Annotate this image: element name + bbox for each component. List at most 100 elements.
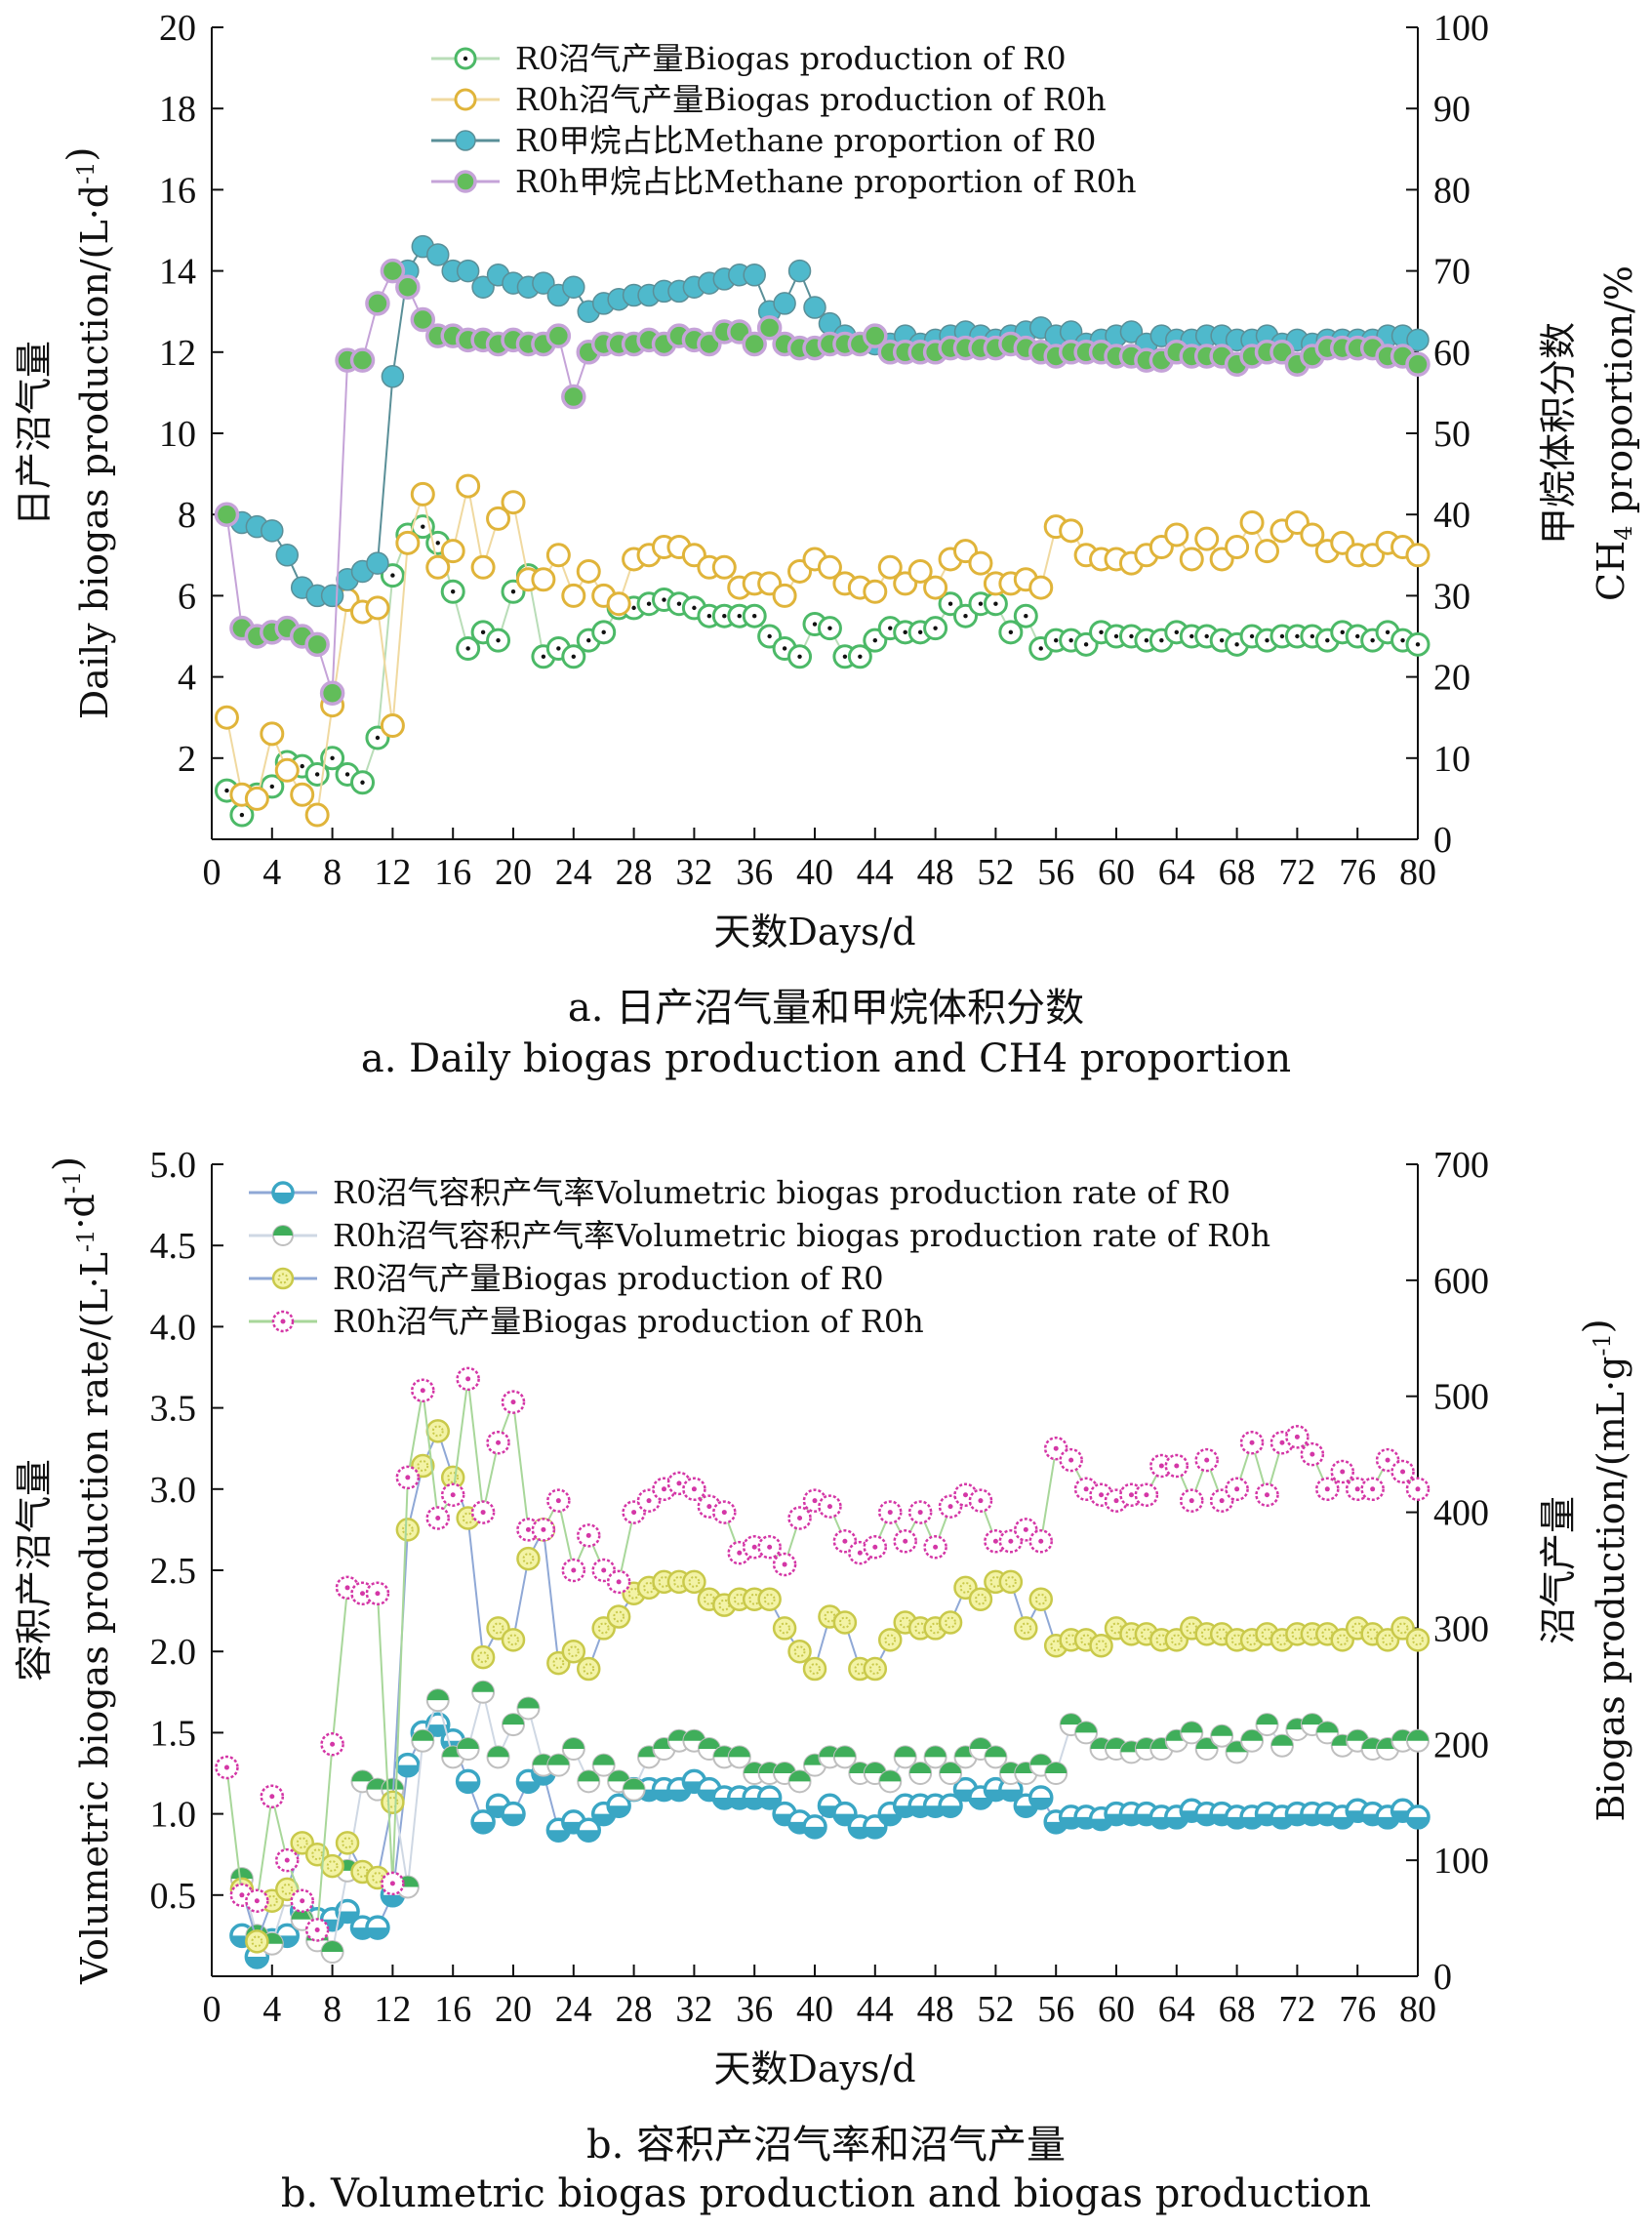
data-point bbox=[380, 258, 406, 284]
marker-inner bbox=[567, 1645, 580, 1658]
marker-dot bbox=[706, 614, 712, 619]
marker-dot bbox=[797, 654, 802, 659]
data-point bbox=[395, 1465, 421, 1490]
marker-ring bbox=[501, 490, 526, 515]
marker-ring bbox=[832, 1610, 858, 1635]
marker-dot bbox=[451, 589, 456, 594]
marker-ring bbox=[395, 1518, 421, 1542]
data-point bbox=[968, 1737, 992, 1762]
marker-dot bbox=[872, 1544, 878, 1550]
marker-dot bbox=[463, 56, 468, 61]
marker-dot bbox=[1189, 633, 1194, 639]
data-point bbox=[1390, 1459, 1415, 1484]
data-point bbox=[1180, 1721, 1204, 1745]
y-tick-label: 3.0 bbox=[150, 1470, 197, 1511]
marker-inner bbox=[688, 1575, 701, 1588]
marker-half bbox=[864, 1826, 886, 1838]
marker-half bbox=[578, 1770, 600, 1782]
data-point bbox=[1406, 1728, 1430, 1753]
marker-dot bbox=[269, 784, 274, 790]
marker-inner bbox=[277, 1273, 289, 1284]
marker-dot bbox=[827, 626, 832, 630]
marker-dot bbox=[903, 629, 907, 635]
marker-ring bbox=[1225, 534, 1250, 559]
data-point bbox=[1210, 1723, 1234, 1748]
data-point bbox=[320, 584, 344, 608]
x-tick-label: 36 bbox=[736, 1989, 773, 2030]
marker-half bbox=[382, 1894, 404, 1906]
marker-inner bbox=[507, 1634, 519, 1646]
marker-dot bbox=[510, 589, 516, 594]
marker-ring bbox=[1179, 547, 1204, 572]
data-point bbox=[290, 1888, 314, 1913]
data-point bbox=[425, 1506, 450, 1530]
data-point bbox=[545, 323, 572, 348]
data-point bbox=[1194, 526, 1220, 551]
marker-inner bbox=[552, 1657, 565, 1670]
data-point bbox=[531, 567, 556, 592]
marker-inner bbox=[462, 1512, 474, 1524]
marker-inner bbox=[613, 1610, 625, 1623]
data-point bbox=[1405, 1804, 1430, 1830]
data-point bbox=[470, 1644, 496, 1670]
data-point bbox=[802, 1656, 827, 1682]
marker-ring bbox=[440, 539, 465, 564]
marker-half bbox=[1181, 1722, 1203, 1733]
marker-half bbox=[246, 1957, 268, 1968]
marker-dot bbox=[330, 755, 335, 760]
marker-half bbox=[578, 1830, 600, 1842]
marker-dot bbox=[1099, 1492, 1105, 1498]
marker-half bbox=[608, 1770, 630, 1782]
y-tick-label: 3.5 bbox=[150, 1389, 197, 1430]
legend-label: R0甲烷占比Methane proportion of R0 bbox=[515, 122, 1096, 159]
marker-dot bbox=[465, 646, 470, 651]
marker-inner bbox=[447, 1471, 460, 1483]
x-tick-label: 60 bbox=[1098, 852, 1135, 893]
data-point bbox=[501, 1801, 526, 1827]
data-point bbox=[501, 1390, 526, 1414]
marker-dot bbox=[1054, 637, 1059, 643]
marker-dot bbox=[1038, 1538, 1044, 1544]
marker-dot bbox=[555, 1498, 561, 1504]
y2-tick-label: 80 bbox=[1433, 170, 1471, 211]
x-tick-label: 64 bbox=[1158, 852, 1195, 893]
marker-half bbox=[909, 1763, 932, 1773]
marker-dot bbox=[1370, 637, 1375, 643]
data-point bbox=[1013, 603, 1038, 628]
marker-half bbox=[1029, 1754, 1052, 1765]
data-point bbox=[245, 1929, 269, 1954]
marker-ring bbox=[863, 1656, 888, 1682]
marker-half bbox=[940, 1763, 962, 1774]
marker-dot bbox=[858, 654, 863, 659]
data-point bbox=[214, 705, 239, 730]
marker-half bbox=[1270, 1734, 1293, 1746]
x-tick-label: 44 bbox=[857, 852, 894, 893]
marker-ring bbox=[380, 713, 405, 739]
marker-dot bbox=[1340, 1469, 1346, 1475]
marker-ring bbox=[817, 554, 842, 580]
marker-dot bbox=[1294, 1434, 1300, 1439]
marker-inner bbox=[975, 1593, 987, 1605]
data-point bbox=[742, 331, 767, 357]
marker-dot bbox=[496, 1439, 502, 1445]
marker-dot bbox=[465, 1376, 471, 1382]
marker-dot bbox=[782, 646, 787, 651]
y-tick-label: 8 bbox=[178, 495, 196, 536]
x-tick-label: 72 bbox=[1278, 852, 1315, 893]
marker-inner bbox=[522, 1553, 535, 1565]
marker-half bbox=[1015, 1805, 1037, 1817]
data-point bbox=[1059, 518, 1084, 544]
marker-ring bbox=[863, 579, 888, 604]
data-point bbox=[561, 1737, 585, 1762]
marker-ring bbox=[381, 1790, 405, 1814]
marker-half bbox=[698, 1738, 720, 1750]
y-tick-label: 5.0 bbox=[150, 1145, 197, 1186]
data-point bbox=[818, 1494, 842, 1519]
x-tick-label: 20 bbox=[495, 852, 532, 893]
marker-ring bbox=[923, 575, 948, 600]
marker-ring bbox=[1405, 543, 1430, 568]
marker-ring bbox=[425, 554, 451, 580]
data-point bbox=[938, 1494, 963, 1519]
marker-ring bbox=[878, 1628, 903, 1652]
y2-tick-label: 30 bbox=[1433, 576, 1471, 617]
